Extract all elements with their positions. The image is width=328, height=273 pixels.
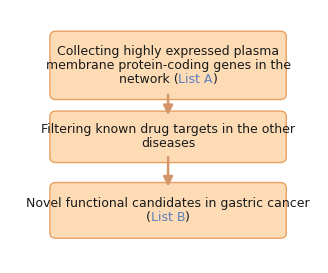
Text: diseases: diseases (141, 138, 195, 150)
Text: ): ) (185, 211, 190, 224)
Text: Novel functional candidates in gastric cancer: Novel functional candidates in gastric c… (26, 197, 310, 210)
Text: ): ) (213, 73, 217, 86)
Text: List A: List A (178, 73, 213, 86)
FancyBboxPatch shape (50, 111, 286, 162)
Text: Collecting highly expressed plasma: Collecting highly expressed plasma (57, 44, 279, 58)
FancyBboxPatch shape (50, 31, 286, 99)
Text: network (: network ( (119, 73, 178, 86)
Text: Filtering known drug targets in the other: Filtering known drug targets in the othe… (41, 123, 295, 136)
Text: membrane protein-coding genes in the: membrane protein-coding genes in the (46, 59, 291, 72)
FancyBboxPatch shape (50, 183, 286, 238)
Text: List B: List B (151, 211, 185, 224)
Text: (: ( (146, 211, 151, 224)
